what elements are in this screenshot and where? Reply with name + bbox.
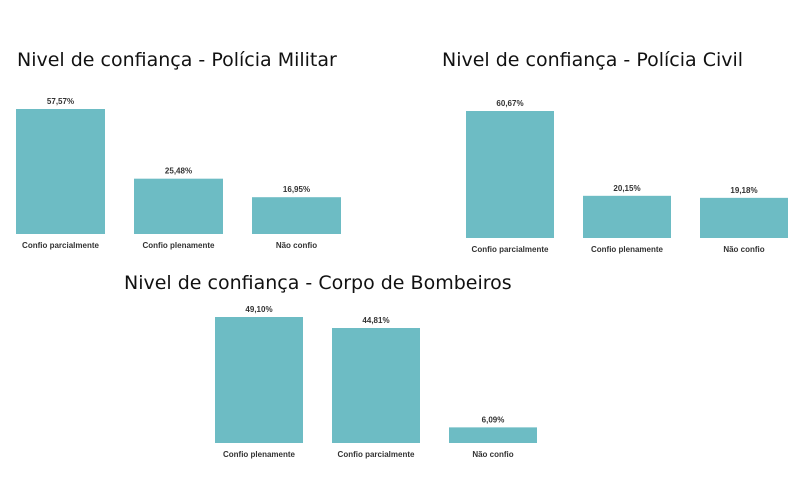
- category-label-pc-1: Confio plenamente: [591, 245, 664, 254]
- data-label-cb-2: 6,09%: [482, 415, 505, 424]
- bar-pm-1: [134, 178, 223, 234]
- bar-pc-2: [700, 197, 788, 238]
- category-label-cb-1: Confio parcialmente: [338, 450, 415, 459]
- bar-cb-2: [449, 427, 537, 443]
- bar-pc-1: [583, 195, 671, 238]
- bar-pc-0: [466, 111, 554, 238]
- bar-chart-policia-civil: 60,67% Confio parcialmente 20,15% Confio pl…: [466, 99, 788, 254]
- data-label-pm-0: 57,57%: [47, 97, 74, 106]
- category-label-cb-0: Confio plenamente: [223, 450, 296, 459]
- bar-chart-policia-militar: 57,57% Confio parcialmente 25,48% Confio pl…: [16, 97, 341, 250]
- data-label-pc-0: 60,67%: [496, 99, 523, 108]
- category-label-pm-2: Não confio: [276, 241, 317, 250]
- data-label-cb-0: 49,10%: [245, 305, 272, 314]
- category-label-pm-1: Confio plenamente: [142, 241, 215, 250]
- chart-title-policia-civil: Nivel de confiança - Polícia Civil: [442, 49, 744, 71]
- bar-pm-2: [252, 197, 341, 234]
- bar-cb-0: [215, 317, 303, 443]
- data-label-pm-1: 25,48%: [165, 167, 192, 176]
- bar-chart-corpo-de-bombeiros: 49,10% Confio plenamente 44,81% Confio parc…: [215, 305, 537, 459]
- data-label-pc-2: 19,18%: [730, 186, 757, 195]
- category-label-pc-0: Confio parcialmente: [472, 245, 549, 254]
- chart-title-corpo-de-bombeiros: Nivel de confiança - Corpo de Bombeiros: [124, 272, 512, 294]
- data-label-pc-1: 20,15%: [613, 184, 640, 193]
- bar-pm-0: [16, 109, 105, 234]
- data-label-cb-1: 44,81%: [362, 316, 389, 325]
- chart-title-policia-militar: Nivel de confiança - Polícia Militar: [17, 49, 337, 71]
- category-label-cb-2: Não confio: [472, 450, 513, 459]
- data-label-pm-2: 16,95%: [283, 185, 310, 194]
- category-label-pm-0: Confio parcialmente: [22, 241, 99, 250]
- category-label-pc-2: Não confio: [723, 245, 764, 254]
- bar-cb-1: [332, 328, 420, 443]
